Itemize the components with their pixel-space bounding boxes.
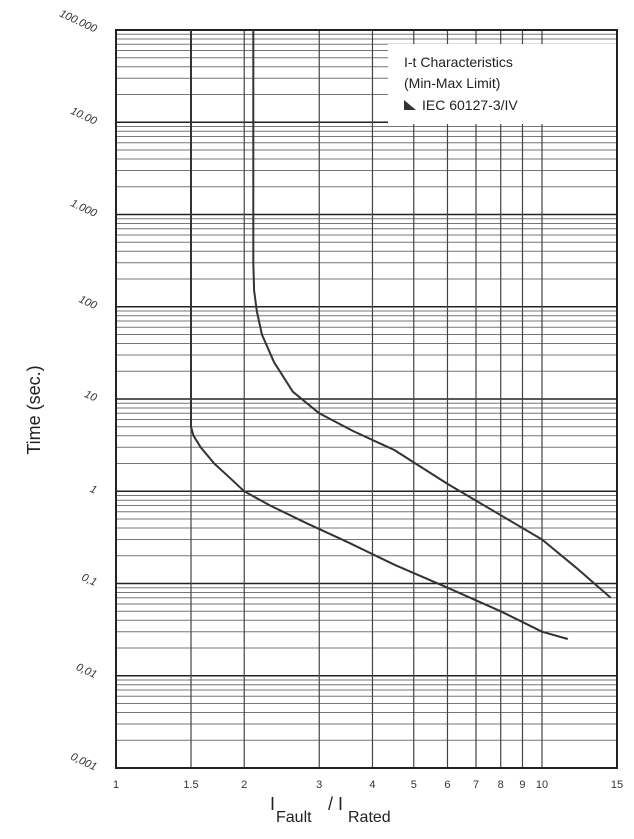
x-tick-label: 7 [473,779,479,791]
x-tick-label: 8 [498,779,504,791]
x-axis-label-current: I [270,794,275,814]
x-tick-label: 10 [536,779,548,791]
chart-subtitle: (Min-Max Limit) [404,75,500,91]
y-tick-label: 1 [88,483,99,496]
curve-min [190,30,569,640]
plot-frame [115,29,618,769]
x-tick-label: 5 [411,779,417,791]
x-tick-label: 6 [444,779,450,791]
x-tick-label: 15 [611,779,623,791]
x-tick-label: 1.5 [183,779,198,791]
legend-box [388,44,616,124]
x-axis-label-fault: Fault [276,809,312,826]
x-tick-label: 4 [369,779,375,791]
x-tick-labels: 1 1.5 2 3 4 5 6 7 8 9 10 15 [113,779,623,791]
x-axis-label: I Fault / I Rated [270,794,391,826]
x-tick-label: 1 [113,779,119,791]
legend-marker-icon [404,100,416,110]
y-tick-label: 10 [82,388,99,404]
x-tick-label: 3 [316,779,322,791]
x-axis-label-separator: / I [328,794,343,814]
y-axis-label: Time (sec.) [24,365,44,454]
legend-entry: IEC 60127-3/IV [422,97,518,113]
x-tick-label: 2 [241,779,247,791]
y-tick-label: 0,1 [80,572,99,589]
minor-gridlines [116,33,617,741]
x-axis-label-rated: Rated [348,809,391,826]
x-tick-label: 9 [519,779,525,791]
curves [190,30,612,640]
curve-max [252,30,612,599]
chart-title: I-t Characteristics [404,54,513,70]
